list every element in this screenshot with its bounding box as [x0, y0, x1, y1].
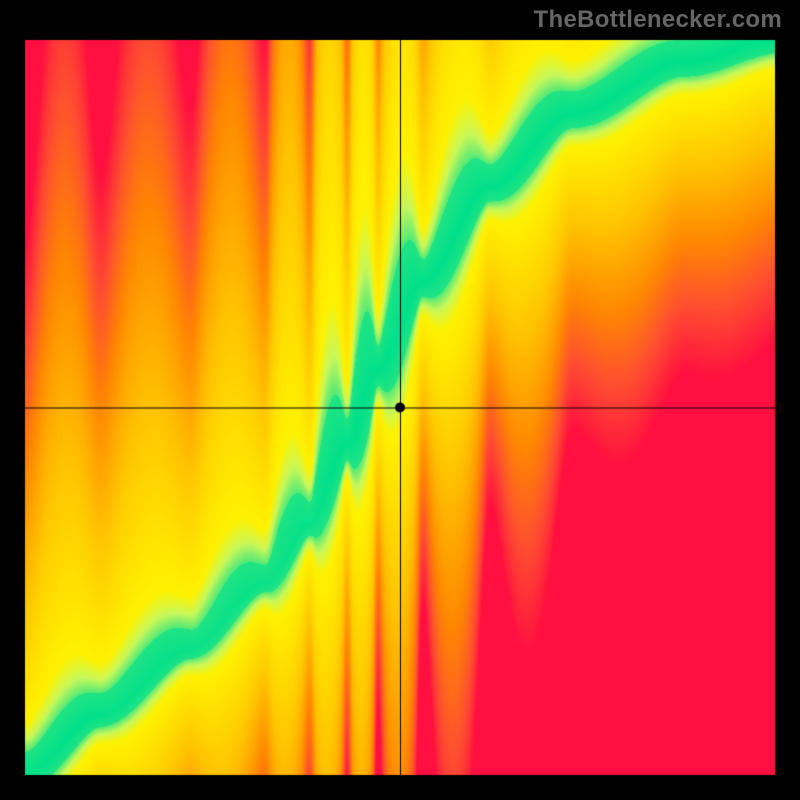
bottleneck-heatmap	[0, 0, 800, 800]
chart-container: TheBottlenecker.com	[0, 0, 800, 800]
watermark-text: TheBottlenecker.com	[534, 6, 782, 34]
